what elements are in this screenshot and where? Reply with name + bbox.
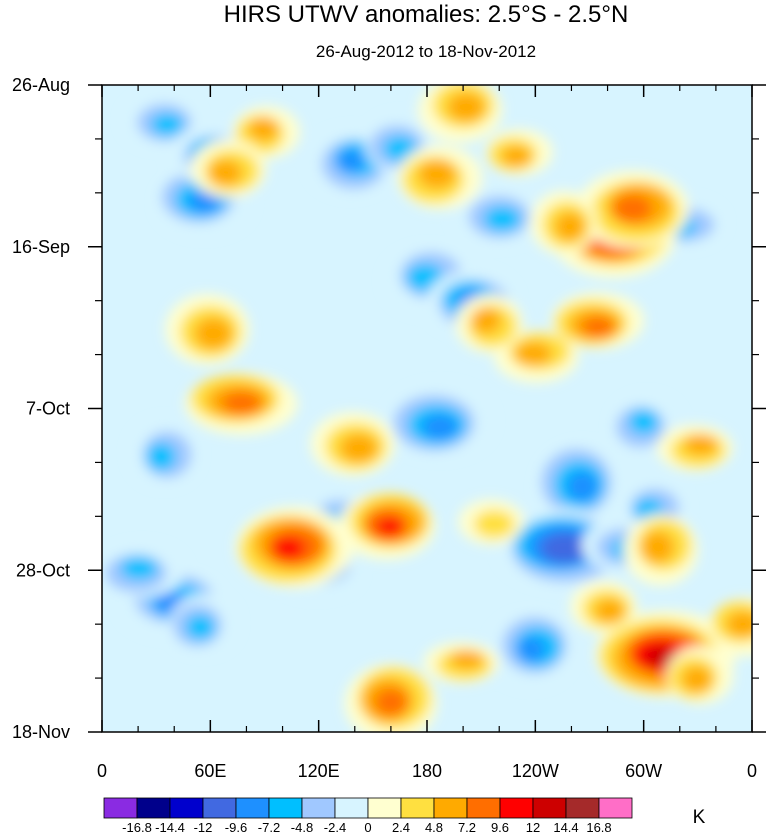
anomaly-blob [383,135,417,162]
y-tick-label: 7-Oct [26,399,70,419]
anomaly-blob [120,556,158,580]
field-blobs [102,85,752,732]
anomaly-blob [374,688,407,716]
x-tick-label: 0 [747,761,757,781]
colorbar-swatch [103,797,138,819]
y-tick-label: 26-Aug [12,75,70,95]
colorbar-swatch [433,797,468,819]
anomaly-blob [146,442,177,471]
colorbar-swatch [169,797,204,819]
colorbar-label: 14.4 [553,820,578,834]
x-axis: 0 60E 120E 180 120W 60W 0 [97,85,757,781]
chart-subtitle: 26-Aug-2012 to 18-Nov-2012 [316,42,536,61]
anomaly-blob [641,531,675,563]
anomaly-blob [221,392,261,414]
anomaly-blob [544,540,575,560]
x-tick-label: 120E [298,761,340,781]
anomaly-blob [566,471,598,502]
colorbar-label: 4.8 [425,820,443,834]
colorbar-swatch [532,797,567,819]
anomaly-blob [726,611,752,638]
anomaly-blob [554,212,585,241]
colorbar-label: -4.8 [291,820,313,834]
anomaly-blob [422,414,458,440]
anomaly-blob [339,433,378,463]
colorbar-label: -14.4 [155,820,185,834]
x-tick-label: 0 [97,761,107,781]
colorbar-swatch [334,797,369,819]
x-tick-label: 120W [512,761,559,781]
anomaly-blob [188,190,221,213]
anomaly-blob [628,409,659,435]
anomaly-blob [376,517,404,537]
colorbar-label: 12 [526,820,540,834]
anomaly-blob [613,194,653,222]
anomaly-blob [248,117,279,141]
y-tick-label: 28-Oct [16,560,70,580]
anomaly-blob [501,145,532,167]
x-tick-label: 180 [412,761,442,781]
colorbar: -16.8 -14.4 -12 -9.6 -7.2 -4.8 -2.4 0 2.4 4.8 7.2 9… [103,797,633,834]
colorbar-swatch [136,797,171,819]
anomaly-blob [683,434,718,456]
plot-area [101,84,753,733]
colorbar-swatch [400,797,435,819]
colorbar-swatch [598,797,633,819]
y-axis: 26-Aug 16-Sep 7-Oct 28-Oct 18-Nov [12,75,766,742]
anomaly-blob [150,112,184,137]
colorbar-label: 0 [364,820,371,834]
anomaly-blob [681,666,712,693]
colorbar-swatch [466,797,501,819]
anomaly-blob [185,614,216,641]
colorbar-swatch [367,797,402,819]
chart-title: HIRS UTWV anomalies: 2.5°S - 2.5°N [224,1,629,28]
colorbar-swatch [202,797,237,819]
anomaly-blob [483,205,521,232]
anomaly-field [102,85,752,732]
colorbar-swatch [499,797,534,819]
colorbar-swatch [268,797,303,819]
anomaly-blob [194,317,233,350]
anomaly-blob [271,536,306,560]
anomaly-blob [471,307,502,334]
colorbar-label: 2.4 [392,820,410,834]
colorbar-label: 9.6 [491,820,509,834]
colorbar-swatch [301,797,336,819]
anomaly-blob [208,159,243,186]
anomaly-blob [514,341,553,366]
y-tick-label: 18-Nov [12,722,70,742]
y-tick-label: 16-Sep [12,237,70,257]
colorbar-label: -7.2 [258,820,280,834]
anomaly-blob [581,316,615,337]
anomaly-blob [517,636,546,662]
anomaly-blob [447,92,485,122]
colorbar-label: -16.8 [122,820,152,834]
anomaly-blob [473,510,515,539]
colorbar-swatch [235,797,270,819]
anomaly-blob [336,149,366,173]
x-tick-label: 60W [625,761,662,781]
colorbar-label: -12 [194,820,213,834]
colorbar-unit: K [693,807,706,828]
colorbar-label: -2.4 [324,820,346,834]
colorbar-label: 7.2 [458,820,476,834]
colorbar-swatch [565,797,600,819]
x-tick-label: 60E [194,761,226,781]
colorbar-label: 16.8 [586,820,611,834]
anomaly-blob [418,160,456,189]
colorbar-label: -9.6 [225,820,247,834]
anomaly-blob [594,599,625,623]
anomaly-blob [450,650,484,669]
